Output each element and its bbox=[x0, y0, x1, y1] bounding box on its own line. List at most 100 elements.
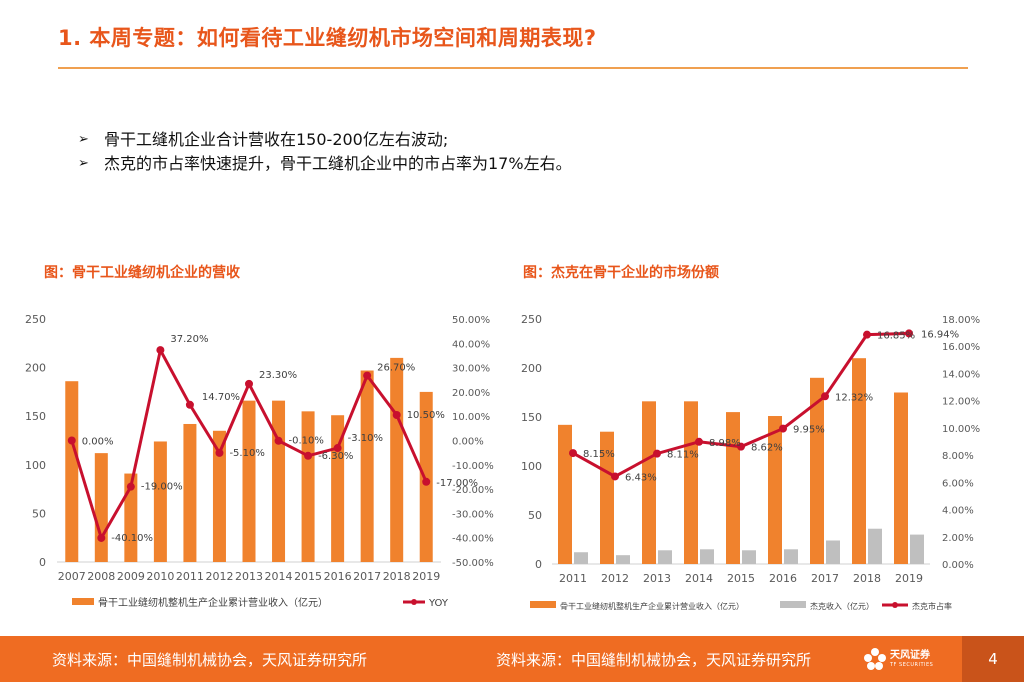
data-label: -0.10% bbox=[289, 436, 324, 447]
data-label: 8.15% bbox=[583, 449, 615, 460]
line-point bbox=[185, 400, 194, 409]
bar bbox=[700, 549, 714, 564]
y-right-tick-label: 0.00% bbox=[942, 560, 974, 571]
y-right-tick-label: 14.00% bbox=[942, 369, 980, 380]
line-point bbox=[333, 444, 342, 453]
legend-swatch bbox=[72, 598, 94, 605]
bar bbox=[868, 528, 882, 564]
data-label: -6.30% bbox=[318, 451, 353, 462]
company-logo: 天风证券 TF SECURITIES bbox=[864, 648, 933, 670]
line-point bbox=[653, 449, 661, 458]
y-right-tick-label: 40.00% bbox=[452, 339, 490, 350]
legend-swatch bbox=[780, 601, 806, 608]
x-tick-label: 2010 bbox=[146, 570, 174, 583]
data-label: 12.32% bbox=[835, 392, 873, 403]
line-point bbox=[304, 451, 313, 460]
line-point bbox=[67, 436, 76, 445]
bar bbox=[658, 550, 672, 564]
bar bbox=[124, 473, 138, 562]
bar bbox=[574, 552, 588, 564]
data-label: 8.62% bbox=[751, 443, 783, 454]
y-right-tick-label: -40.00% bbox=[452, 534, 494, 545]
bullet-text: 骨干工缝机企业合计营收在150-200亿左右波动; bbox=[104, 130, 449, 149]
y-right-tick-label: 16.00% bbox=[942, 342, 980, 353]
data-label: 9.95% bbox=[793, 425, 825, 436]
bar bbox=[742, 550, 756, 564]
x-tick-label: 2012 bbox=[205, 570, 233, 583]
y-left-tick-label: 150 bbox=[25, 410, 46, 423]
y-right-tick-label: -10.00% bbox=[452, 461, 494, 472]
x-tick-label: 2018 bbox=[853, 572, 881, 585]
line-point bbox=[905, 329, 913, 338]
line-point bbox=[422, 477, 431, 486]
bar bbox=[301, 411, 315, 562]
y-right-tick-label: -20.00% bbox=[452, 485, 494, 496]
line-point bbox=[274, 436, 283, 445]
chart-left: 0 50 100 150 200 250 -50.00% -40.00% -30.00% -20.… bbox=[25, 313, 494, 609]
bar bbox=[810, 377, 824, 564]
line-point bbox=[821, 392, 829, 401]
bullet-item: ➢ 骨干工缝机企业合计营收在150-200亿左右波动; bbox=[78, 128, 572, 152]
bar bbox=[94, 453, 108, 562]
x-tick-label: 2014 bbox=[685, 572, 713, 585]
line-point bbox=[245, 379, 253, 388]
y-left-tick-label: 50 bbox=[528, 509, 542, 522]
data-label: 8.98% bbox=[709, 438, 741, 449]
bar bbox=[212, 430, 226, 562]
arrow-bullet-icon: ➢ bbox=[78, 156, 89, 171]
chart-right: 0 50 100 150 200 250 0.00% 2.00% 4.00% 6.00% 8.00%… bbox=[521, 313, 980, 611]
bar bbox=[768, 416, 782, 564]
y-right-tick-label: -50.00% bbox=[452, 558, 494, 569]
bar bbox=[558, 424, 572, 564]
bar bbox=[419, 391, 433, 562]
chart-left-title: 图：骨干工业缝纫机企业的营收 bbox=[44, 265, 240, 281]
bar bbox=[894, 392, 908, 564]
x-tick-label: 2017 bbox=[811, 572, 839, 585]
x-tick-label: 2011 bbox=[176, 570, 204, 583]
y-left-tick-label: 100 bbox=[521, 460, 542, 473]
x-tick-label: 2012 bbox=[601, 572, 629, 585]
bullet-list: ➢ 骨干工缝机企业合计营收在150-200亿左右波动; ➢ 杰克的市占率快速提升… bbox=[78, 128, 572, 176]
line-point bbox=[695, 437, 703, 446]
data-label: 10.50% bbox=[407, 410, 445, 421]
y-left-tick-label: 200 bbox=[521, 362, 542, 375]
line-point bbox=[863, 330, 871, 339]
line-point bbox=[126, 482, 135, 491]
data-label: -3.10% bbox=[348, 433, 383, 444]
line-point bbox=[215, 448, 224, 457]
y-left-tick-label: 200 bbox=[25, 362, 46, 375]
data-label: 37.20% bbox=[170, 334, 208, 345]
line-point bbox=[392, 410, 401, 419]
y-left-tick-label: 0 bbox=[39, 556, 46, 569]
bar bbox=[360, 370, 374, 562]
y-right-tick-label: 18.00% bbox=[942, 315, 980, 326]
line-point bbox=[779, 424, 787, 433]
x-tick-label: 2009 bbox=[117, 570, 145, 583]
logo-name: 天风证券 bbox=[890, 649, 930, 661]
bar bbox=[684, 401, 698, 564]
y-right-tick-label: 4.00% bbox=[942, 506, 974, 517]
x-tick-label: 2016 bbox=[324, 570, 352, 583]
bar bbox=[600, 431, 614, 564]
data-label: 14.70% bbox=[202, 392, 240, 403]
y-left-tick-label: 150 bbox=[521, 411, 542, 424]
bar bbox=[642, 401, 656, 564]
y-right-tick-label: 10.00% bbox=[942, 424, 980, 435]
x-tick-label: 2015 bbox=[727, 572, 755, 585]
bar bbox=[272, 400, 286, 562]
data-label: -5.10% bbox=[229, 448, 264, 459]
legend-label: 骨干工业缝纫机整机生产企业累计营业收入（亿元） bbox=[560, 601, 744, 611]
data-label: 23.30% bbox=[259, 370, 297, 381]
arrow-bullet-icon: ➢ bbox=[78, 132, 89, 147]
x-tick-label: 2018 bbox=[383, 570, 411, 583]
line-point bbox=[363, 371, 372, 380]
data-label: 26.70% bbox=[377, 363, 415, 374]
data-label: 16.85% bbox=[877, 331, 915, 342]
bullet-text: 杰克的市占率快速提升，骨干工缝机企业中的市占率为17%左右。 bbox=[104, 154, 572, 173]
line-point bbox=[611, 472, 619, 481]
y-right-tick-label: -30.00% bbox=[452, 509, 494, 520]
footer-source-right: 资料来源：中国缝制机械协会，天风证券研究所 bbox=[496, 651, 812, 669]
line-point bbox=[737, 442, 745, 451]
line-point bbox=[569, 449, 577, 458]
legend-line-marker bbox=[411, 599, 417, 605]
